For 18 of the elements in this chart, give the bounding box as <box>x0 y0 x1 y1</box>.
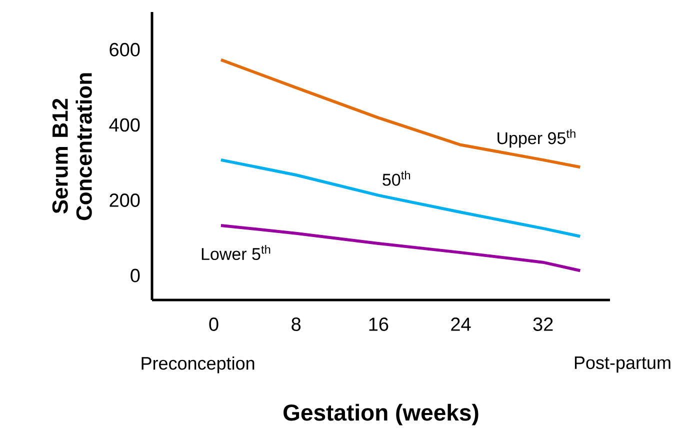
y-tick-label: 0 <box>130 268 140 282</box>
text: Preconception <box>142 356 254 374</box>
line-series <box>219 158 582 238</box>
x-tick-label: 32 <box>533 318 553 331</box>
series-label: 50$^{th}$ <box>382 170 410 186</box>
x-axis-title: Gestation (weeks) <box>284 404 478 426</box>
y-tick-label: 200 <box>110 194 140 207</box>
y-tick-label: 400 <box>109 118 140 132</box>
line-series <box>219 58 582 169</box>
text: Post-partum <box>574 356 670 373</box>
x-tick-label: 16 <box>369 318 388 331</box>
y-axis-title: Serum B12 Concentration <box>52 73 92 220</box>
x-tick-label: 0 <box>209 318 218 331</box>
x-tick-label: 8 <box>292 318 301 331</box>
y-tick-label: 600 <box>110 42 140 56</box>
series-label: Upper 95$^{th}$ <box>498 129 576 148</box>
x-tick-label: 24 <box>451 318 471 331</box>
series-label: Lower 5$^{th}$ <box>202 244 270 260</box>
